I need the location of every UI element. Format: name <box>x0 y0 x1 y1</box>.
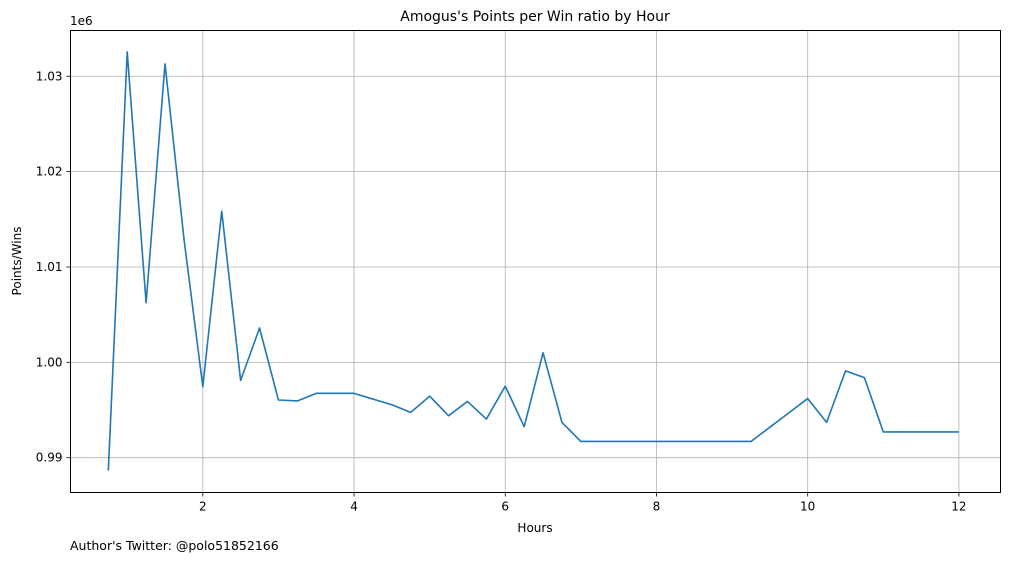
y-tick-label: 1.02 <box>36 165 63 179</box>
y-axis-label: Points/Wins <box>10 227 24 296</box>
axis-ticks: 2 4 6 8 10 12 0.99 1.00 1.01 1.02 1.03 <box>36 69 967 513</box>
series-line <box>107 51 959 471</box>
y-tick-label: 0.99 <box>36 451 63 465</box>
x-tick-label: 4 <box>350 500 358 514</box>
grid-lines <box>70 30 1001 493</box>
x-tick-label: 12 <box>951 500 966 514</box>
plot-frame <box>70 30 1001 493</box>
chart-title: Amogus's Points per Win ratio by Hour <box>400 9 670 25</box>
y-tick-label: 1.01 <box>36 260 63 274</box>
x-tick-label: 2 <box>199 500 207 514</box>
y-axis-offset-label: 1e6 <box>70 14 93 28</box>
author-footer: Author's Twitter: @polo51852166 <box>70 538 279 553</box>
x-tick-label: 8 <box>653 500 661 514</box>
y-tick-label: 1.03 <box>36 69 63 83</box>
y-tick-label: 1.00 <box>36 355 63 369</box>
x-axis-label: Hours <box>517 521 552 535</box>
x-tick-label: 6 <box>501 500 509 514</box>
x-tick-label: 10 <box>800 500 815 514</box>
